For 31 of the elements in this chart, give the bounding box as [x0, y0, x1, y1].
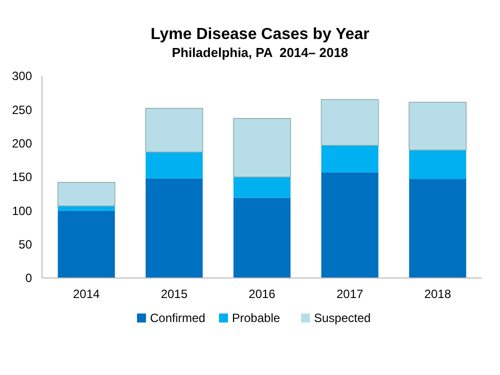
legend-label: Confirmed	[150, 311, 206, 326]
bar	[409, 179, 466, 278]
x-tick-label: 2016	[248, 287, 276, 301]
chart-subtitle: Philadelphia, PA 2014– 2018	[172, 45, 348, 60]
bar	[321, 172, 378, 278]
y-tick-label: 250	[12, 102, 32, 117]
y-tick-label: 150	[12, 170, 32, 184]
bar	[321, 145, 378, 172]
legend-label: Suspected	[314, 311, 371, 326]
x-tick-label: 2015	[160, 287, 188, 301]
bar	[58, 210, 115, 278]
y-tick-label: 300	[12, 69, 32, 84]
bar	[408, 102, 467, 150]
bar	[233, 177, 291, 198]
x-tick-label: 2017	[336, 287, 364, 301]
bar	[233, 118, 291, 178]
legend-label: Probable	[232, 311, 280, 326]
y-tick-label: 200	[12, 136, 32, 151]
y-tick-label: 50	[18, 238, 32, 252]
bar	[145, 108, 204, 152]
x-tick-label: 2018	[424, 287, 452, 301]
bar	[57, 182, 116, 206]
bar	[146, 178, 203, 278]
chart-title: Lyme Disease Cases by Year	[150, 26, 370, 43]
bar	[146, 152, 203, 178]
y-tick-label: 0	[25, 271, 32, 286]
bar	[320, 99, 379, 146]
y-tick-label: 100	[12, 204, 32, 218]
bar	[409, 150, 466, 180]
bar	[233, 198, 291, 278]
x-tick-label: 2014	[73, 287, 100, 301]
